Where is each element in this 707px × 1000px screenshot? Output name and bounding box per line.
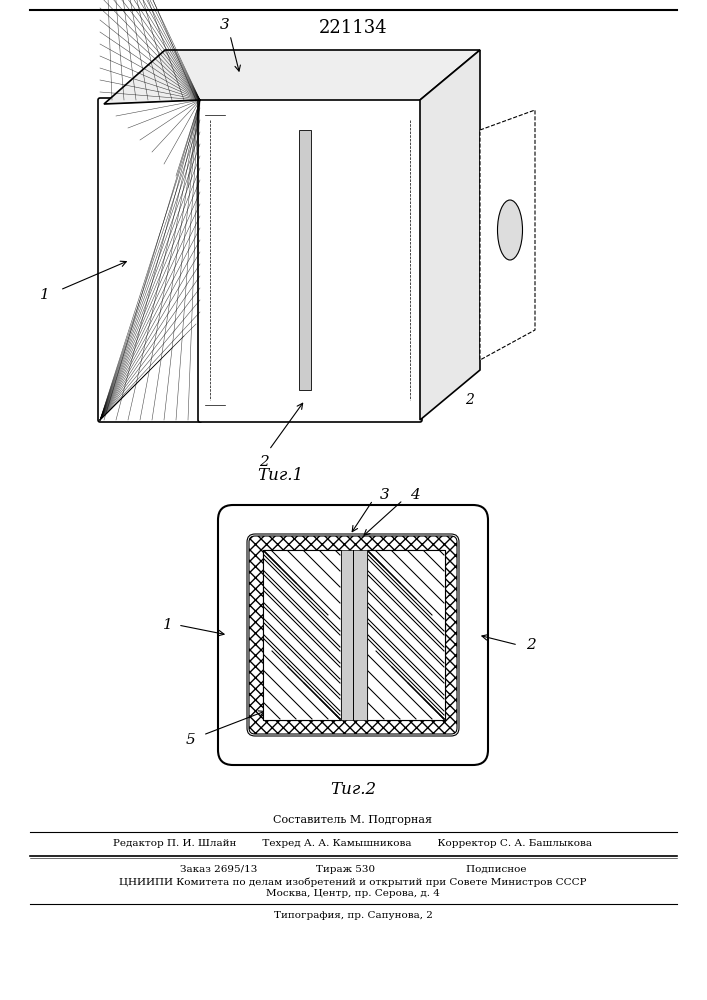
Text: Составитель М. Подгорная: Составитель М. Подгорная bbox=[274, 815, 433, 825]
Polygon shape bbox=[104, 50, 480, 104]
Bar bbox=[367, 550, 445, 720]
FancyBboxPatch shape bbox=[98, 98, 202, 422]
Text: 5: 5 bbox=[186, 733, 196, 747]
Text: 1: 1 bbox=[40, 288, 50, 302]
Bar bbox=[367, 550, 445, 720]
Text: Типография, пр. Сапунова, 2: Типография, пр. Сапунова, 2 bbox=[274, 910, 433, 920]
FancyBboxPatch shape bbox=[218, 505, 488, 765]
Bar bbox=[263, 550, 341, 720]
Text: ЦНИИПИ Комитета по делам изобретений и открытий при Совете Министров СССР: ЦНИИПИ Комитета по делам изобретений и о… bbox=[119, 877, 587, 887]
FancyBboxPatch shape bbox=[198, 98, 422, 422]
Polygon shape bbox=[420, 50, 480, 420]
Text: 2: 2 bbox=[466, 393, 474, 407]
Text: 3: 3 bbox=[220, 18, 230, 32]
Text: 2: 2 bbox=[526, 638, 536, 652]
Bar bbox=[299, 130, 311, 390]
Text: 3: 3 bbox=[380, 488, 390, 502]
Bar bbox=[341, 550, 367, 720]
Bar bbox=[263, 550, 341, 720]
Ellipse shape bbox=[498, 200, 522, 260]
Text: Редактор П. И. Шлайн        Техред А. А. Камышникова        Корректор С. А. Башл: Редактор П. И. Шлайн Техред А. А. Камышн… bbox=[114, 840, 592, 848]
Text: Τиг.2: Τиг.2 bbox=[330, 782, 376, 798]
Text: 1: 1 bbox=[163, 618, 173, 632]
Text: Москва, Центр, пр. Серова, д. 4: Москва, Центр, пр. Серова, д. 4 bbox=[266, 890, 440, 898]
Text: Заказ 2695/13                  Тираж 530                            Подписное: Заказ 2695/13 Тираж 530 Подписное bbox=[180, 865, 526, 874]
Text: 4: 4 bbox=[410, 488, 420, 502]
Text: 2: 2 bbox=[259, 455, 269, 469]
Text: 221134: 221134 bbox=[319, 19, 387, 37]
FancyBboxPatch shape bbox=[247, 534, 459, 736]
Text: Τиг.1: Τиг.1 bbox=[257, 466, 303, 484]
Polygon shape bbox=[480, 110, 535, 360]
